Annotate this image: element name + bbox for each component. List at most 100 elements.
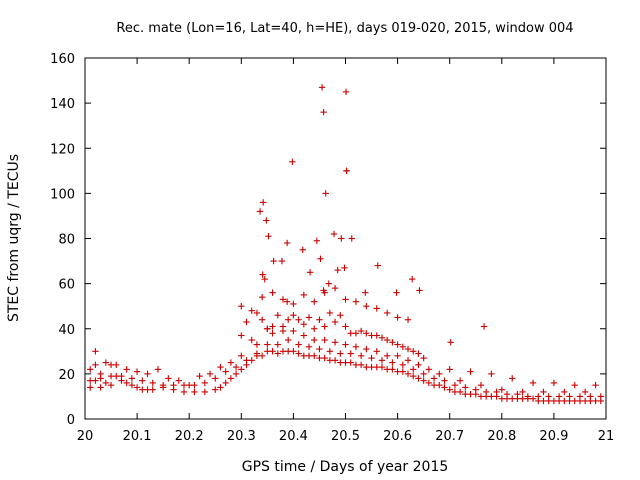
- data-point: [374, 262, 382, 269]
- data-point: [535, 393, 542, 400]
- data-point: [571, 381, 578, 389]
- data-point: [170, 381, 177, 389]
- data-point: [477, 381, 485, 389]
- data-point: [430, 375, 438, 382]
- x-tick-label: 20.4: [279, 429, 308, 444]
- data-point: [373, 348, 380, 355]
- data-point: [284, 336, 292, 344]
- data-point: [378, 357, 386, 364]
- data-point: [128, 375, 136, 382]
- data-point: [357, 361, 365, 369]
- data-point: [290, 300, 297, 308]
- data-point: [342, 88, 350, 96]
- data-point: [331, 284, 339, 292]
- data-point: [123, 366, 130, 373]
- data-point: [258, 293, 266, 301]
- data-point: [592, 381, 599, 389]
- data-point: [342, 341, 349, 348]
- data-point: [436, 381, 443, 389]
- data-point: [330, 230, 338, 238]
- data-point: [318, 84, 326, 91]
- data-point: [289, 158, 296, 165]
- data-point: [243, 357, 250, 364]
- data-point: [550, 379, 558, 387]
- x-axis-label: GPS time / Days of year 2015: [242, 459, 449, 475]
- y-tick-label: 20: [58, 368, 75, 383]
- data-point: [265, 233, 272, 240]
- data-point: [243, 318, 250, 326]
- y-tick-label: 120: [50, 142, 75, 157]
- y-tick-label: 0: [67, 413, 75, 428]
- x-tick-label: 21: [598, 429, 615, 444]
- data-point: [238, 366, 245, 373]
- data-point: [389, 359, 396, 366]
- data-point: [399, 361, 407, 369]
- data-point: [338, 235, 345, 242]
- x-tick-label: 20.9: [539, 429, 568, 444]
- data-point: [97, 375, 104, 382]
- x-tick-label: 20.5: [331, 429, 360, 444]
- data-point: [342, 296, 349, 303]
- data-point: [222, 368, 229, 375]
- data-point: [326, 309, 334, 317]
- data-point: [305, 314, 313, 321]
- data-point: [378, 363, 386, 371]
- data-point: [462, 384, 469, 391]
- data-point: [311, 352, 318, 360]
- data-point: [451, 381, 459, 389]
- data-point: [581, 388, 589, 396]
- data-point: [357, 327, 365, 335]
- data-point: [295, 341, 302, 348]
- data-point: [399, 343, 407, 350]
- data-point: [441, 377, 448, 384]
- data-point: [87, 384, 94, 391]
- data-point: [264, 341, 271, 348]
- data-point: [347, 359, 354, 366]
- data-point: [373, 305, 380, 312]
- data-point: [118, 372, 125, 380]
- data-point: [383, 336, 391, 344]
- data-point: [232, 370, 240, 378]
- data-point: [144, 370, 151, 378]
- data-point: [206, 370, 214, 378]
- data-point: [394, 314, 401, 321]
- data-point: [321, 289, 328, 296]
- data-point: [149, 379, 156, 387]
- data-point: [456, 388, 464, 396]
- data-point: [394, 341, 401, 348]
- data-point: [123, 379, 130, 387]
- data-point: [493, 388, 500, 396]
- data-point: [425, 366, 433, 373]
- data-point: [278, 257, 286, 265]
- data-point: [404, 357, 412, 364]
- data-point: [408, 275, 416, 283]
- data-point: [258, 316, 266, 323]
- data-point: [113, 361, 120, 369]
- data-point: [488, 370, 495, 378]
- data-point: [149, 386, 156, 393]
- data-point: [378, 334, 386, 341]
- data-point: [133, 384, 141, 391]
- data-point: [415, 361, 422, 369]
- data-point: [566, 393, 573, 400]
- data-point: [341, 264, 348, 272]
- data-point: [447, 339, 454, 346]
- data-point: [404, 370, 412, 378]
- data-point: [107, 372, 115, 380]
- data-point: [222, 379, 229, 387]
- data-point: [212, 375, 219, 382]
- data-point: [321, 336, 328, 344]
- data-point: [102, 359, 110, 366]
- data-point: [456, 377, 464, 384]
- data-point: [331, 357, 339, 364]
- data-point: [279, 327, 287, 335]
- data-point: [389, 339, 396, 346]
- data-point: [555, 393, 563, 400]
- data-point: [253, 309, 261, 317]
- data-point: [133, 368, 141, 375]
- data-point: [186, 381, 193, 389]
- data-point: [576, 393, 584, 400]
- data-point: [352, 343, 360, 350]
- data-point: [363, 345, 370, 353]
